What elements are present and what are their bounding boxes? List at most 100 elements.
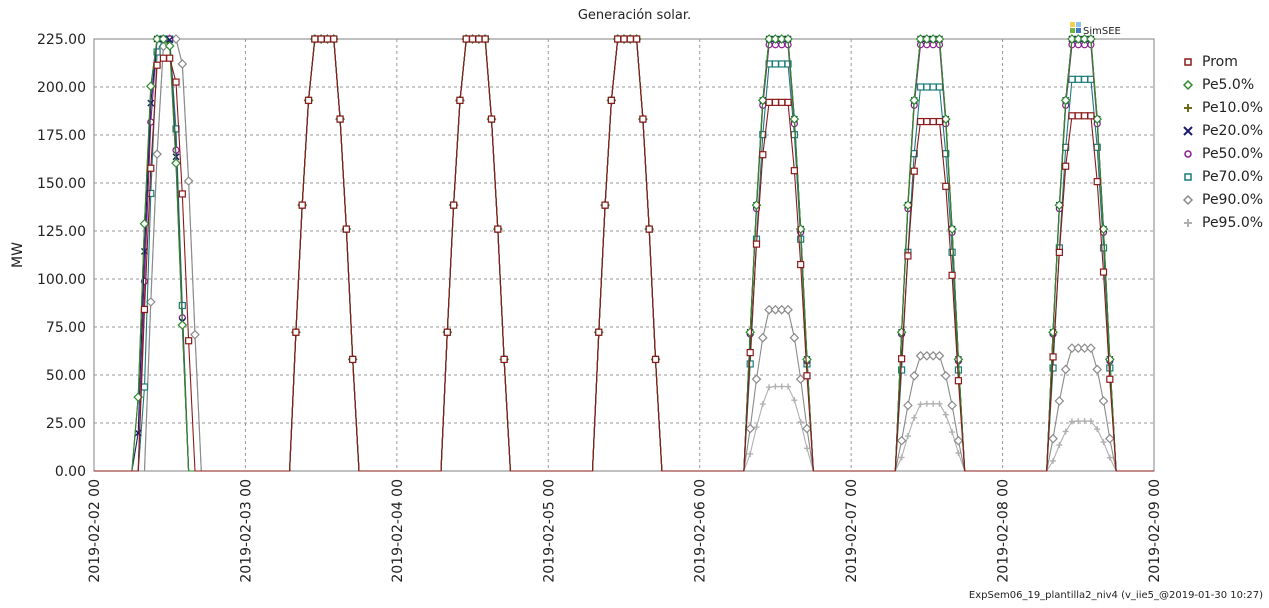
- data-point-marker: [1073, 343, 1084, 353]
- data-point-marker: [1099, 244, 1108, 252]
- x-tick-label: 2019-02-09 00: [1147, 479, 1163, 583]
- data-point-marker: [909, 95, 920, 106]
- data-point-marker: [784, 98, 792, 106]
- simsee-logo-square: [1076, 28, 1081, 33]
- data-point-marker: [1050, 457, 1057, 464]
- data-point-marker: [1080, 75, 1089, 83]
- x-tick-label: 2019-02-08 00: [996, 479, 1012, 583]
- data-point-marker: [1048, 433, 1058, 444]
- series-line-Pe90.0%: [94, 38, 1154, 472]
- y-tick-label: 25.00: [46, 416, 86, 432]
- data-point-marker: [311, 35, 319, 43]
- data-point-marker: [626, 35, 634, 43]
- data-point-marker: [172, 78, 180, 86]
- data-point-marker: [475, 35, 483, 43]
- y-tick-label: 0.00: [55, 464, 86, 480]
- data-point-marker: [1092, 364, 1103, 375]
- data-point-marker: [1062, 162, 1070, 170]
- y-tick-label: 100.00: [37, 272, 86, 288]
- data-point-marker: [802, 354, 812, 365]
- legend-marker-icon: [1184, 103, 1192, 112]
- data-point-marker: [152, 149, 162, 160]
- data-point-marker: [898, 355, 906, 363]
- legend-label: Pe90.0%: [1202, 191, 1264, 208]
- data-point-marker: [929, 117, 937, 126]
- data-point-marker: [934, 350, 945, 361]
- simsee-logo-text: SimSEE: [1083, 26, 1121, 37]
- data-point-marker: [911, 414, 918, 421]
- x-tick-label: 2019-02-02 00: [87, 479, 103, 583]
- plot-frame: [93, 38, 1155, 472]
- data-point-marker: [942, 182, 950, 190]
- data-point-marker: [1087, 418, 1094, 425]
- x-tick-label: 2019-02-07 00: [844, 479, 860, 583]
- data-point-marker: [757, 95, 768, 106]
- data-point-marker: [778, 98, 786, 106]
- data-point-marker: [940, 370, 951, 381]
- data-point-marker: [190, 329, 200, 340]
- data-point-marker: [947, 400, 957, 411]
- data-point-marker: [500, 355, 508, 364]
- data-point-marker: [487, 115, 496, 123]
- data-point-marker: [770, 304, 781, 315]
- data-point-marker: [915, 350, 926, 361]
- series-line-Prom: [94, 38, 1154, 472]
- data-point-marker: [166, 54, 174, 62]
- data-point-marker: [917, 401, 924, 408]
- legend-item: Pe5.0%: [1180, 73, 1263, 96]
- data-point-marker: [147, 99, 155, 107]
- legend-label: Pe20.0%: [1202, 122, 1264, 139]
- series-line-Pe5.0%: [94, 38, 1154, 472]
- data-point-marker: [745, 327, 756, 338]
- data-point-marker: [753, 424, 760, 431]
- data-point-marker: [153, 61, 161, 69]
- data-point-marker: [776, 304, 787, 315]
- series-line-Pe70.0%: [94, 38, 1154, 472]
- series-line-Pe50.0%: [94, 38, 1154, 472]
- data-point-marker: [772, 383, 779, 390]
- data-point-marker: [349, 355, 357, 364]
- data-point-marker: [797, 260, 805, 269]
- data-point-marker: [784, 60, 792, 68]
- legend-marker-icon: [1184, 149, 1192, 158]
- legend-item: Prom: [1180, 50, 1263, 73]
- data-point-marker: [929, 83, 937, 91]
- data-point-marker: [651, 355, 660, 364]
- legend-item: Pe10.0%: [1180, 96, 1263, 119]
- legend-item: Pe20.0%: [1180, 119, 1263, 142]
- y-axis-label: MW: [10, 242, 26, 268]
- data-point-marker: [910, 167, 918, 175]
- data-point-marker: [785, 383, 792, 390]
- data-point-marker: [317, 35, 325, 43]
- data-point-marker: [1073, 34, 1084, 44]
- legend: Prom Pe5.0% Pe10.0% Pe20.0% Pe50.0% Pe70.0% Pe…: [1180, 50, 1263, 234]
- data-point-marker: [481, 35, 489, 43]
- legend-marker-icon: [1184, 57, 1192, 66]
- data-point-marker: [778, 60, 786, 68]
- data-point-marker: [1087, 112, 1095, 120]
- data-point-marker: [304, 96, 313, 104]
- legend-item: Pe50.0%: [1180, 142, 1263, 165]
- data-point-marker: [292, 328, 300, 336]
- series-line-Pe95.0%: [94, 38, 1154, 472]
- data-point-marker: [1056, 442, 1063, 449]
- data-point-marker: [764, 34, 774, 44]
- data-point-marker: [171, 34, 181, 44]
- data-point-marker: [147, 164, 155, 172]
- legend-label: Pe10.0%: [1202, 99, 1264, 116]
- data-point-marker: [752, 240, 761, 248]
- data-point-marker: [928, 350, 939, 361]
- data-point-marker: [177, 320, 188, 330]
- data-point-marker: [953, 354, 964, 365]
- data-point-marker: [1068, 418, 1075, 425]
- data-point-marker: [1060, 95, 1071, 106]
- data-point-marker: [494, 225, 502, 233]
- data-point-marker: [1098, 396, 1109, 406]
- data-point-marker: [771, 60, 780, 68]
- x-tick-label: 2019-02-04 00: [390, 479, 406, 583]
- data-point-marker: [1074, 75, 1082, 83]
- legend-marker-icon: [1184, 172, 1192, 181]
- data-point-marker: [1054, 200, 1065, 210]
